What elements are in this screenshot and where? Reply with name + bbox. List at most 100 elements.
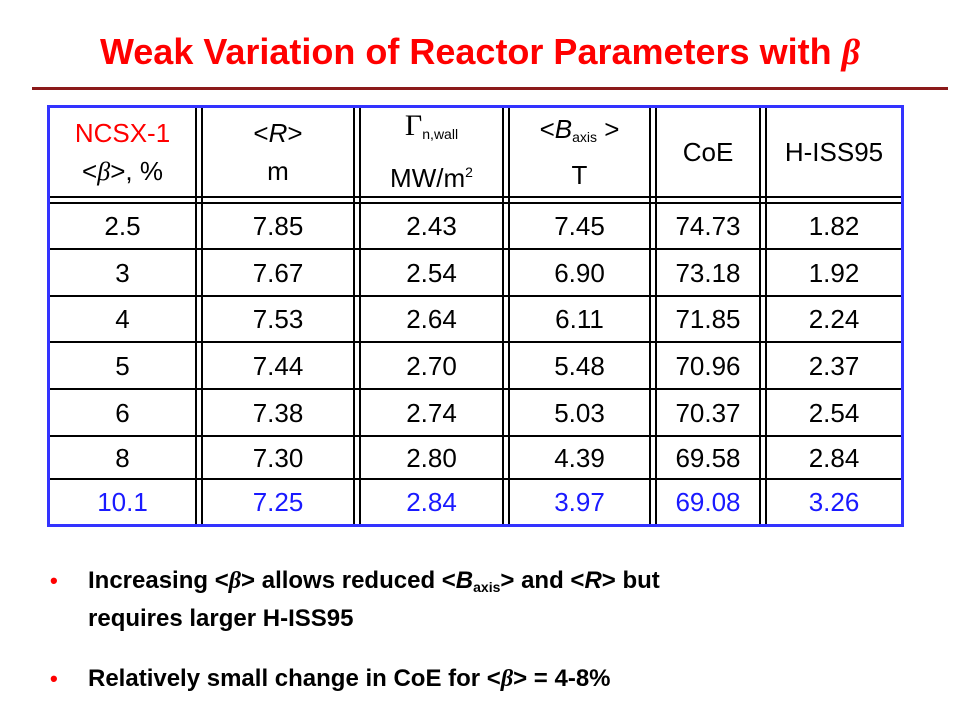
table-cell-coe: 69.58 — [675, 442, 741, 473]
table-cell-wall-load: 2.43 — [406, 211, 457, 241]
text-fragment: MW/m — [390, 163, 466, 193]
table-cell-beta: 10.1 — [97, 487, 148, 517]
beta-symbol: β — [500, 666, 514, 692]
table-cell-axis-field: 6.90 — [554, 257, 605, 288]
header-axis-field: <Baxis > T — [510, 108, 649, 196]
header-coe: CoE — [657, 108, 759, 196]
parameter-table: NCSX-1 <β>, % <R> m Γn,wall MW/m2 <Baxis… — [47, 105, 904, 527]
row-divider — [50, 341, 901, 343]
table-cell-radius: 7.44 — [252, 350, 304, 381]
text-fragment: > and < — [500, 567, 585, 594]
header-axis-field-unit: T — [571, 160, 588, 190]
text-fragment: < — [539, 114, 555, 144]
header-radius-label: <R> — [253, 114, 302, 152]
table-cell-radius: 7.67 — [252, 257, 304, 288]
row-divider — [50, 248, 901, 250]
text-fragment: >, % — [110, 155, 163, 186]
table-cell-radius: 7.30 — [252, 442, 304, 473]
text-fragment: Relatively small change in CoE for < — [88, 665, 501, 692]
header-ncsx-label: NCSX-1 — [74, 117, 171, 148]
table-cell-h-iss95: 2.24 — [808, 304, 860, 334]
text-fragment: > = 4-8% — [513, 665, 611, 692]
superscript: 2 — [465, 164, 473, 180]
header-divider — [50, 196, 901, 204]
row-divider — [50, 388, 901, 390]
header-radius-unit: m — [267, 156, 289, 186]
column-divider — [759, 108, 767, 524]
table-cell-h-iss95: 1.92 — [808, 257, 860, 288]
subscript: axis — [473, 579, 501, 595]
header-axis-field-label: <Baxis > — [540, 110, 620, 156]
slide-title: Weak Variation of Reactor Parameters wit… — [0, 30, 960, 74]
table-cell-h-iss95: 2.84 — [808, 442, 860, 473]
bullet-marker: • — [50, 666, 58, 691]
table-cell-beta: 5 — [115, 350, 130, 381]
header-h-iss95-label: H-ISS95 — [784, 137, 884, 167]
text-fragment: requires larger H-ISS95 — [88, 605, 354, 632]
table-cell-axis-field: 6.11 — [555, 304, 604, 334]
table-cell-wall-load: 2.80 — [406, 442, 457, 473]
bullet-text: Relatively small change in CoE for <β> =… — [88, 663, 888, 695]
header-wall-load-unit: MW/m2 — [390, 153, 473, 197]
table-cell-wall-load: 2.54 — [406, 257, 457, 288]
text-fragment: > — [287, 118, 303, 148]
table-cell-h-iss95: 2.54 — [808, 397, 860, 428]
text-fragment: > but — [601, 567, 660, 594]
table-cell-wall-load: 2.84 — [406, 487, 457, 517]
table-cell-h-iss95: 1.82 — [808, 211, 860, 241]
title-text: Weak Variation of Reactor Parameters wit… — [99, 31, 832, 72]
table-cell-beta: 3 — [115, 257, 130, 288]
table-cell-axis-field: 7.45 — [554, 211, 605, 241]
table-cell-radius: 7.85 — [252, 211, 304, 241]
subscript: axis — [572, 129, 597, 145]
text-fragment: < — [253, 118, 269, 148]
table-cell-axis-field: 4.39 — [554, 442, 605, 473]
table-cell-coe: 70.37 — [675, 397, 741, 428]
table-cell-beta: 4 — [115, 304, 130, 334]
table-cell-axis-field: 3.97 — [554, 487, 605, 517]
table-cell-radius: 7.38 — [252, 397, 304, 428]
header-wall-load: Γn,wall MW/m2 — [361, 108, 502, 196]
beta-symbol: β — [228, 568, 242, 594]
bullet-marker: • — [50, 568, 58, 593]
text-fragment: > — [597, 114, 620, 144]
row-divider — [50, 478, 901, 480]
row-divider — [50, 435, 901, 437]
column-divider — [353, 108, 361, 524]
table-cell-axis-field: 5.03 — [554, 397, 605, 428]
header-major-radius: <R> m — [203, 108, 353, 196]
table-cell-wall-load: 2.70 — [406, 350, 457, 381]
text-fragment: < — [82, 155, 98, 186]
table-cell-wall-load: 2.64 — [406, 304, 457, 334]
subscript: n,wall — [422, 126, 459, 142]
table-cell-beta: 2.5 — [104, 211, 141, 241]
header-beta-unit: <β>, % — [82, 152, 163, 191]
table-cell-coe: 74.73 — [675, 211, 741, 241]
text-fragment: Increasing < — [88, 567, 229, 594]
gamma-symbol: Γ — [404, 109, 423, 142]
table-cell-beta: 8 — [115, 442, 130, 473]
header-beta: NCSX-1 <β>, % — [50, 108, 195, 196]
row-divider — [50, 295, 901, 297]
column-divider — [195, 108, 203, 524]
table-cell-coe: 71.85 — [675, 304, 741, 334]
header-coe-label: CoE — [682, 137, 734, 167]
text-fragment: > allows reduced < — [241, 567, 456, 594]
table-cell-coe: 73.18 — [675, 257, 741, 288]
table-cell-coe: 70.96 — [675, 350, 741, 381]
table-cell-coe: 69.08 — [675, 487, 741, 517]
table-cell-radius: 7.25 — [252, 487, 304, 517]
header-wall-load-label: Γn,wall — [405, 107, 458, 153]
title-underline — [32, 87, 948, 90]
beta-symbol: β — [841, 32, 861, 72]
column-divider — [649, 108, 657, 524]
table-cell-axis-field: 5.48 — [554, 350, 605, 381]
field-symbol: B — [554, 114, 573, 144]
column-divider — [502, 108, 510, 524]
header-h-iss95: H-ISS95 — [767, 108, 901, 196]
radius-symbol: R — [268, 118, 288, 148]
table-cell-wall-load: 2.74 — [406, 397, 457, 428]
field-symbol: B — [455, 567, 474, 594]
beta-symbol: β — [97, 156, 111, 186]
bullet-text: Increasing <β> allows reduced <Baxis> an… — [88, 565, 888, 635]
